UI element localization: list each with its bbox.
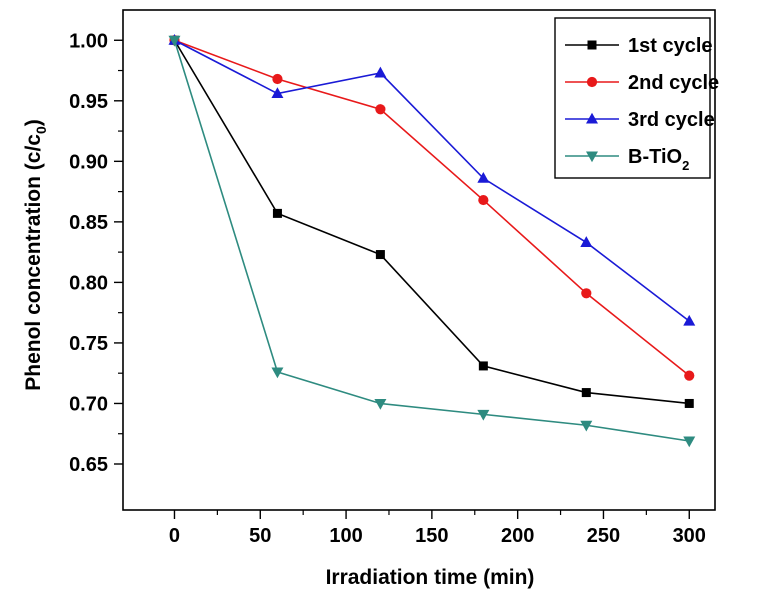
data-point — [374, 66, 387, 78]
y-tick-label: 1.00 — [69, 30, 108, 52]
series-line — [173, 39, 690, 405]
data-point — [478, 361, 488, 371]
x-axis: 0 50 100 150 200 250 300 — [169, 510, 706, 547]
y-tick-label: 0.90 — [69, 151, 108, 173]
legend: 1st cycle 2nd cycle 3rd cycle B-TiO2 — [554, 17, 719, 179]
data-point — [580, 420, 593, 432]
series-line — [174, 39, 690, 322]
y-axis-title-sub: 0 — [33, 126, 49, 134]
series-layer — [168, 33, 696, 448]
data-point — [580, 236, 593, 247]
data-point — [581, 288, 592, 299]
data-point — [683, 436, 696, 448]
x-tick-label: 300 — [673, 525, 706, 547]
plot-border — [122, 9, 716, 511]
data-point — [168, 35, 181, 47]
legend-label: 3rd cycle — [628, 109, 715, 131]
y-axis-title: Phenol concentration (c/c0) — [22, 119, 49, 391]
legend-marker — [586, 112, 598, 124]
data-point — [683, 314, 696, 326]
data-point — [477, 171, 490, 183]
data-point — [375, 104, 386, 115]
legend-item: 3rd cycle — [565, 109, 715, 131]
y-tick-label: 0.80 — [69, 272, 108, 294]
series-3 — [168, 33, 696, 326]
legend-marker — [586, 76, 598, 88]
data-point — [271, 367, 284, 379]
x-tick-label: 150 — [415, 525, 448, 547]
x-tick-label: 250 — [587, 525, 620, 547]
data-point — [272, 208, 282, 218]
y-axis: 0.65 0.70 0.75 0.80 0.85 0.90 0.95 1.00 — [69, 30, 123, 476]
y-tick-label: 0.70 — [69, 393, 108, 415]
y-axis-title-main: Phenol concentration (c/c — [22, 134, 45, 391]
legend-label: 2nd cycle — [628, 72, 719, 94]
data-point — [684, 398, 694, 408]
legend-label: B-TiO2 — [628, 146, 689, 173]
data-point — [477, 409, 490, 421]
data-point — [272, 73, 283, 85]
data-point — [684, 370, 695, 381]
legend-item: 1st cycle — [565, 35, 713, 57]
x-tick-label: 50 — [249, 525, 271, 547]
data-point — [581, 388, 591, 398]
y-tick-label: 0.75 — [69, 333, 108, 355]
plot-frame — [122, 9, 716, 511]
legend-marker — [587, 40, 597, 50]
x-axis-title: Irradiation time (min) — [326, 566, 535, 589]
x-tick-label: 200 — [501, 525, 534, 547]
legend-marker — [586, 151, 598, 163]
data-point — [374, 398, 387, 410]
legend-item: 2nd cycle — [565, 72, 719, 94]
y-tick-label: 0.85 — [69, 212, 108, 234]
legend-label: 1st cycle — [628, 35, 713, 57]
y-tick-label: 0.95 — [69, 91, 108, 113]
data-point — [478, 194, 489, 206]
data-point — [271, 87, 284, 99]
legend-item: B-TiO2 — [565, 146, 689, 173]
series-4 — [168, 35, 696, 448]
x-tick-label: 100 — [329, 525, 362, 547]
series-line — [173, 40, 690, 442]
series-line — [174, 39, 690, 377]
data-point — [375, 250, 385, 260]
y-tick-label: 0.65 — [69, 454, 108, 476]
x-tick-label: 0 — [169, 525, 180, 547]
y-axis-title-close: ) — [22, 119, 45, 126]
